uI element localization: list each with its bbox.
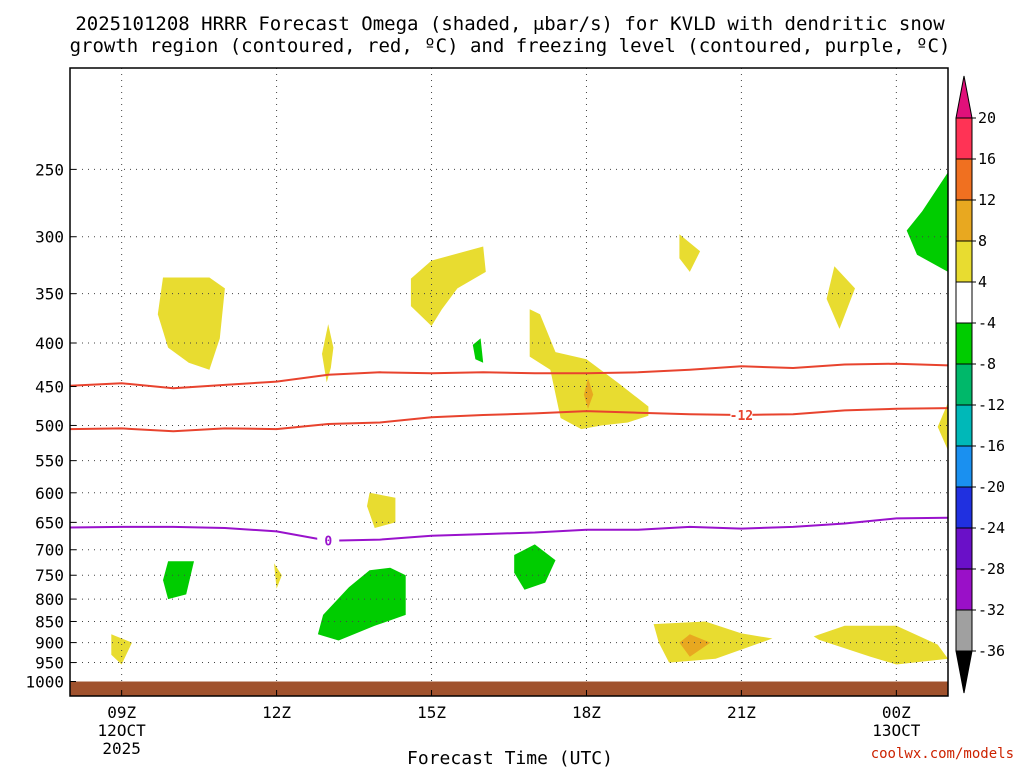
- chart-title-line2: growth region (contoured, red, ºC) and f…: [70, 35, 951, 57]
- yellow-blob-1: [157, 277, 225, 370]
- x-tick-label-18Z: 18Z: [572, 703, 601, 722]
- x-tick-sublabel: 12OCT: [98, 721, 147, 740]
- colorbar-label: -20: [978, 478, 1005, 496]
- colorbar-label: -28: [978, 560, 1005, 578]
- y-tick-label-700: 700: [35, 541, 64, 560]
- colorbar-label: -36: [978, 642, 1005, 660]
- yellow-blob-7: [367, 492, 396, 528]
- orange-spot-2: [583, 378, 594, 409]
- y-tick-label-950: 950: [35, 654, 64, 673]
- colorbar-segment: [955, 158, 973, 201]
- freezing-level-line: [70, 516, 948, 542]
- dgz-bottom-label: -12: [730, 409, 753, 424]
- yellow-blob-5: [679, 234, 701, 272]
- colorbar-label: -4: [978, 314, 996, 332]
- yellow-blob-12: [937, 402, 948, 451]
- y-tick-label-400: 400: [35, 334, 64, 353]
- x-tick-label-09Z: 09Z: [107, 703, 136, 722]
- credit-link[interactable]: coolwx.com/models: [871, 746, 1014, 762]
- colorbar-segment: [955, 445, 973, 488]
- ground-surface: [70, 681, 948, 696]
- freezing-level-label-bg: [317, 532, 340, 549]
- x-tick-label-12Z: 12Z: [262, 703, 291, 722]
- colorbar-segment: [955, 609, 973, 652]
- green-blob-5: [317, 567, 406, 641]
- orange-spot-1: [679, 634, 711, 657]
- x-axis-label: Forecast Time (UTC): [407, 748, 613, 768]
- yellow-blob-6: [826, 266, 855, 329]
- colorbar-segment: [955, 404, 973, 447]
- yellow-blob-9: [111, 634, 132, 665]
- colorbar-segment: [955, 363, 973, 406]
- yellow-blob-10: [653, 621, 773, 663]
- colorbar-top-arrow: [955, 75, 973, 119]
- colorbar-label: -8: [978, 355, 996, 373]
- yellow-blob-11: [813, 625, 948, 665]
- colorbar-label: -16: [978, 437, 1005, 455]
- freezing-level-label: 0: [324, 535, 332, 550]
- colorbar-segment: [955, 322, 973, 365]
- yellow-blob-3: [410, 246, 486, 326]
- colorbar-label: 20: [978, 109, 996, 127]
- x-tick-label-21Z: 21Z: [727, 703, 756, 722]
- y-tick-label-350: 350: [35, 285, 64, 304]
- colorbar-label: -32: [978, 601, 1005, 619]
- x-tick-label-15Z: 15Z: [417, 703, 446, 722]
- colorbar-segment: [955, 199, 973, 242]
- colorbar-bottom-arrow: [955, 650, 973, 694]
- y-tick-label-1000: 1000: [25, 673, 64, 692]
- colorbar-label: -24: [978, 519, 1005, 537]
- yellow-blob-2: [322, 324, 334, 383]
- y-tick-label-300: 300: [35, 228, 64, 247]
- y-tick-label-800: 800: [35, 590, 64, 609]
- y-tick-label-500: 500: [35, 416, 64, 435]
- dgz-bottom-label-bg: [730, 406, 753, 423]
- colorbar-segment: [955, 117, 973, 160]
- y-tick-label-750: 750: [35, 566, 64, 585]
- y-tick-label-250: 250: [35, 160, 64, 179]
- green-blob-4: [514, 544, 556, 590]
- colorbar-segment: [955, 240, 973, 283]
- plot-frame: [69, 67, 949, 697]
- colorbar-label: 8: [978, 232, 987, 250]
- colorbar-label: 12: [978, 191, 996, 209]
- y-tick-label-850: 850: [35, 612, 64, 631]
- dgz-top-line: [70, 362, 948, 390]
- plot-area: -12 0: [70, 68, 948, 696]
- colorbar-label: 4: [978, 273, 987, 291]
- green-blob-3: [163, 561, 194, 600]
- colorbar-label: 16: [978, 150, 996, 168]
- green-blob-1: [906, 172, 948, 272]
- x-tick-label-00Z: 00Z: [882, 703, 911, 722]
- colorbar-segment: [955, 527, 973, 570]
- colorbar-segment: [955, 486, 973, 529]
- y-tick-label-900: 900: [35, 634, 64, 653]
- x-tick-sublabel: 2025: [102, 739, 141, 758]
- y-tick-label-450: 450: [35, 378, 64, 397]
- colorbar-label: -12: [978, 396, 1005, 414]
- dgz-bottom-line: [70, 407, 948, 433]
- yellow-blob-8: [274, 563, 282, 589]
- y-tick-label-600: 600: [35, 484, 64, 503]
- y-tick-label-650: 650: [35, 513, 64, 532]
- colorbar-segment: [955, 568, 973, 611]
- yellow-blob-4: [529, 309, 649, 430]
- chart-title-line1: 2025101208 HRRR Forecast Omega (shaded, …: [75, 13, 945, 35]
- colorbar-segment: [955, 281, 973, 324]
- y-tick-label-550: 550: [35, 452, 64, 471]
- green-blob-2: [472, 338, 484, 363]
- x-tick-sublabel: 13OCT: [872, 721, 921, 740]
